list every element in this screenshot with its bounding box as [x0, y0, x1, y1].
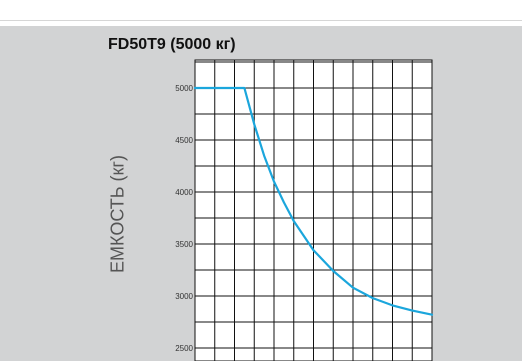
y-tick-label: 4500 — [175, 136, 193, 145]
y-tick-label: 3000 — [175, 292, 193, 301]
capacity-curve — [193, 86, 434, 316]
top-band — [0, 0, 522, 21]
y-tick-labels: 5000 4500 4000 3500 3000 2500 — [175, 84, 193, 353]
y-tick-label: 3500 — [175, 240, 193, 249]
y-tick-label: 4000 — [175, 188, 193, 197]
y-tick-label: 2500 — [175, 344, 193, 353]
chart-title: FD50T9 (5000 кг) — [108, 36, 236, 53]
y-tick-label: 5000 — [175, 84, 193, 93]
